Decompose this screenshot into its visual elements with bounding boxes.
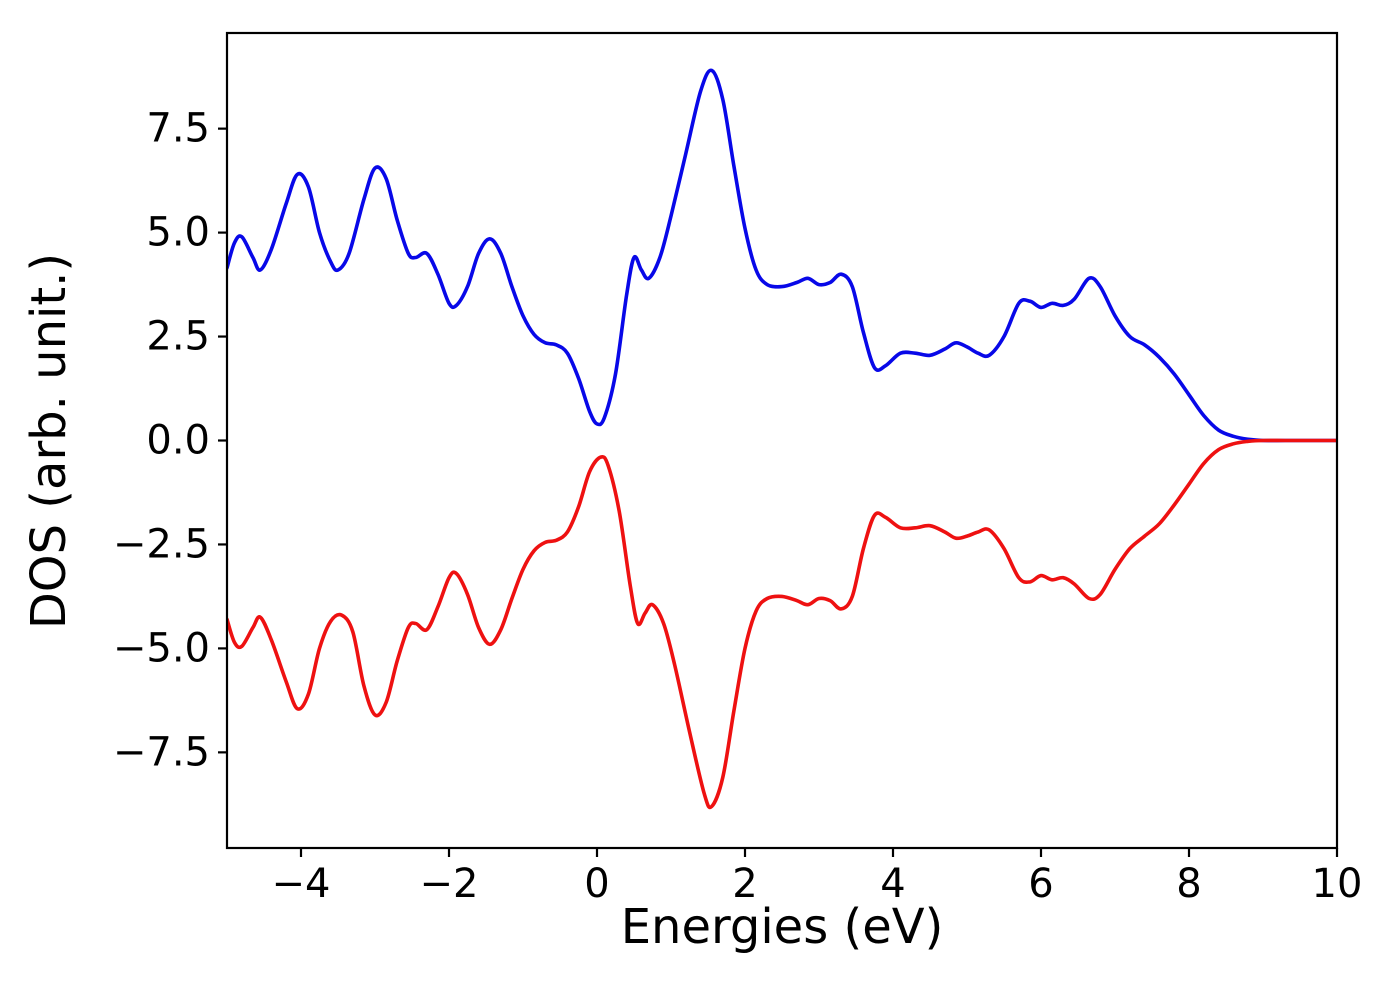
- y-tick-label: −2.5: [113, 521, 210, 567]
- y-tick-label: 7.5: [146, 106, 210, 152]
- y-tick-label: 2.5: [146, 314, 210, 360]
- y-tick-label: 5.0: [146, 210, 210, 256]
- x-tick-label: −4: [272, 861, 331, 907]
- series-group: [227, 68, 1337, 810]
- x-tick-label: 6: [1028, 861, 1053, 907]
- x-tick-label: 0: [584, 861, 609, 907]
- x-axis-label: Energies (eV): [620, 899, 944, 955]
- x-tick-label: −2: [420, 861, 479, 907]
- y-axis-label-container: DOS (arb. unit.): [14, 33, 84, 848]
- y-tick-label: −5.0: [113, 625, 210, 671]
- spin-down-dos-line: [227, 438, 1337, 810]
- x-tick-label: 8: [1176, 861, 1201, 907]
- axes-frame: [225, 31, 1339, 850]
- y-tick-label: −7.5: [113, 729, 210, 775]
- x-tick-label: 4: [880, 861, 905, 907]
- x-tick-label: 10: [1312, 861, 1363, 907]
- x-tick-label: 2: [732, 861, 757, 907]
- y-axis-label: DOS (arb. unit.): [21, 252, 77, 629]
- spin-up-dos-line: [227, 68, 1337, 443]
- y-tick-label: 0.0: [146, 418, 210, 464]
